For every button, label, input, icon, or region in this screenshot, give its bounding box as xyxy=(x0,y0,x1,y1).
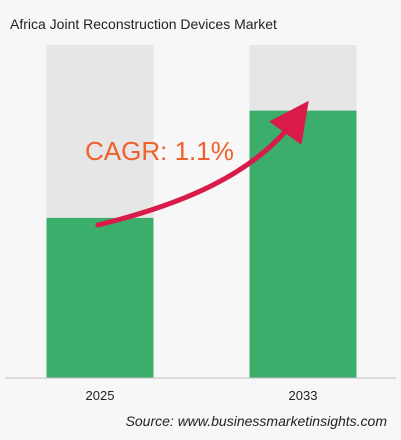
x-tick-label-2025: 2025 xyxy=(86,388,115,403)
x-tick-label-2033: 2033 xyxy=(289,388,318,403)
bar-2025 xyxy=(46,217,154,378)
cagr-label: CAGR: 1.1% xyxy=(85,136,234,166)
bar-2033 xyxy=(249,110,357,379)
chart-title: Africa Joint Reconstruction Devices Mark… xyxy=(10,16,277,32)
source-note: Source: www.businessmarketinsights.com xyxy=(125,413,387,429)
cagr-arrow xyxy=(95,100,309,228)
